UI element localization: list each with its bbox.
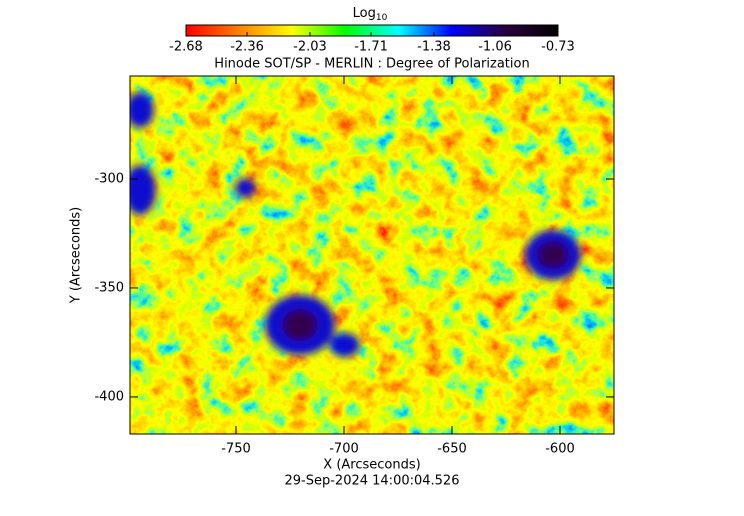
y-tick-label: -300 xyxy=(94,171,124,186)
x-tick-label: -600 xyxy=(545,442,575,457)
plot-frame xyxy=(129,75,615,435)
polarization-image xyxy=(130,76,614,434)
colorbar-tick-label: -0.73 xyxy=(541,40,575,55)
colorbar-tick-label: -2.68 xyxy=(169,40,203,55)
chart-title: Hinode SOT/SP - MERLIN : Degree of Polar… xyxy=(214,57,529,72)
x-axis-label: X (Arcseconds) xyxy=(323,458,420,473)
timestamp: 29-Sep-2024 14:00:04.526 xyxy=(285,474,460,489)
colorbar-label: Log10 xyxy=(353,6,388,23)
colorbar-label-subscript: 10 xyxy=(376,13,388,23)
x-tick-label: -650 xyxy=(437,442,467,457)
colorbar-tick-label: -1.38 xyxy=(417,40,451,55)
colorbar-tick-label: -1.71 xyxy=(354,40,388,55)
y-tick-label: -350 xyxy=(94,280,124,295)
colorbar-tick-label: -1.06 xyxy=(478,40,512,55)
x-tick-label: -700 xyxy=(329,442,359,457)
colorbar-tick-label: -2.36 xyxy=(230,40,264,55)
y-tick-label: -400 xyxy=(94,389,124,404)
colorbar-label-base: Log xyxy=(353,6,376,21)
x-tick-label: -750 xyxy=(221,442,251,457)
colorbar xyxy=(186,25,558,36)
colorbar-tick-label: -2.03 xyxy=(293,40,327,55)
y-axis-label: Y (Arcseconds) xyxy=(69,207,84,304)
colorbar-frame xyxy=(185,24,559,37)
